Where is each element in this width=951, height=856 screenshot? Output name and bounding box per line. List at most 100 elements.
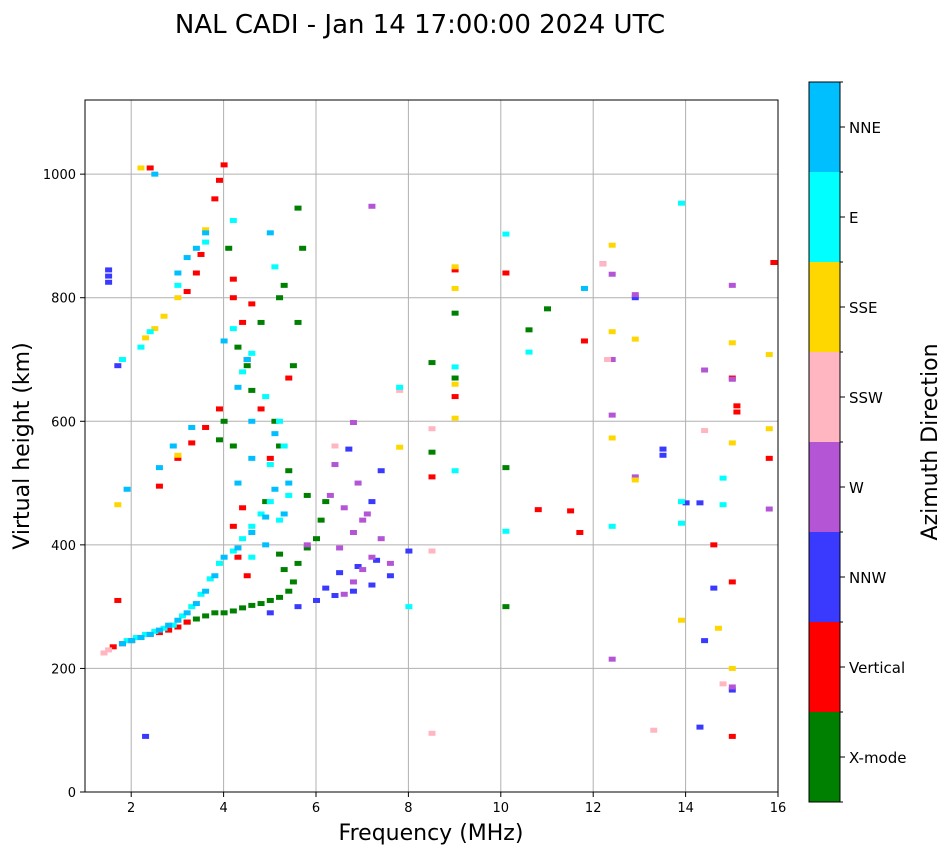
- data-point: [331, 443, 339, 449]
- data-point: [239, 605, 247, 611]
- data-point: [160, 313, 168, 319]
- data-point: [331, 462, 339, 468]
- data-point: [451, 285, 459, 291]
- data-point: [340, 505, 348, 511]
- data-point: [608, 271, 616, 277]
- data-point: [377, 468, 385, 474]
- data-point: [336, 545, 344, 551]
- y-tick-label: 600: [51, 415, 76, 430]
- data-point: [248, 418, 256, 424]
- data-point: [677, 499, 685, 505]
- data-point: [105, 267, 113, 273]
- data-point: [169, 622, 177, 628]
- data-point: [576, 530, 584, 535]
- data-point: [174, 455, 182, 461]
- series-x-mode: [183, 205, 551, 625]
- data-point: [234, 545, 242, 551]
- data-point: [234, 344, 242, 350]
- data-point: [271, 431, 279, 437]
- data-point: [229, 608, 237, 614]
- data-point: [202, 613, 210, 619]
- data-point: [631, 474, 639, 480]
- data-point: [451, 394, 459, 400]
- data-point: [294, 205, 302, 211]
- data-point: [155, 465, 163, 471]
- data-point: [229, 443, 237, 449]
- data-point: [608, 656, 616, 662]
- data-point: [137, 165, 145, 171]
- data-point: [303, 545, 311, 551]
- data-point: [368, 203, 376, 209]
- data-point: [248, 530, 256, 535]
- data-point: [428, 449, 436, 455]
- data-point: [183, 610, 191, 616]
- data-point: [303, 492, 311, 498]
- data-point: [248, 387, 256, 393]
- data-point: [294, 604, 302, 610]
- data-point: [765, 506, 773, 512]
- colorbar-label: NNW: [849, 569, 886, 587]
- data-point: [202, 588, 210, 594]
- data-point: [229, 217, 237, 223]
- colorbar-segment: [809, 262, 840, 352]
- data-point: [114, 502, 122, 508]
- data-point: [710, 585, 718, 591]
- x-tick-label: 8: [404, 801, 412, 816]
- data-point: [174, 452, 182, 458]
- data-point: [132, 635, 140, 641]
- data-point: [192, 601, 200, 607]
- data-point: [257, 319, 265, 325]
- colorbar-segment: [809, 532, 840, 622]
- data-point: [146, 631, 154, 637]
- data-point: [349, 579, 357, 585]
- x-axis-ticks: 2 4 6 8 10 12 14 16: [127, 792, 786, 816]
- data-point: [733, 403, 741, 409]
- data-point: [229, 523, 237, 529]
- data-point: [220, 554, 228, 560]
- data-point: [220, 162, 228, 168]
- data-point: [701, 638, 709, 644]
- data-point: [405, 604, 413, 610]
- data-point: [608, 412, 616, 418]
- data-point: [123, 638, 131, 644]
- data-point: [525, 327, 533, 333]
- data-point: [428, 426, 436, 432]
- data-point: [599, 261, 607, 267]
- y-tick-label: 200: [51, 662, 76, 677]
- data-point: [326, 492, 334, 498]
- series-sse: [114, 165, 773, 671]
- data-point: [276, 551, 284, 557]
- data-point: [728, 340, 736, 346]
- data-point: [280, 567, 288, 573]
- data-point: [174, 295, 182, 301]
- data-point: [765, 455, 773, 461]
- colorbar-label: SSE: [849, 299, 878, 317]
- data-point: [114, 363, 122, 369]
- data-point: [165, 627, 173, 633]
- data-point: [650, 727, 658, 733]
- data-point: [322, 499, 330, 505]
- colorbar-label: X-mode: [849, 749, 906, 767]
- data-point: [215, 177, 223, 183]
- data-point: [345, 446, 353, 452]
- data-point: [280, 282, 288, 288]
- data-point: [682, 500, 690, 506]
- colorbar-segment: [809, 352, 840, 442]
- series-w: [303, 203, 773, 690]
- x-tick-label: 4: [219, 801, 227, 816]
- data-point: [451, 468, 459, 474]
- data-point: [368, 582, 376, 588]
- data-point: [188, 440, 196, 446]
- data-point: [428, 730, 436, 736]
- data-point: [377, 536, 385, 542]
- x-tick-label: 12: [585, 801, 602, 816]
- data-point: [349, 530, 357, 535]
- data-point: [765, 426, 773, 432]
- data-point: [109, 644, 117, 650]
- data-point: [192, 245, 200, 251]
- data-point: [728, 665, 736, 671]
- data-point: [262, 514, 270, 520]
- y-tick-label: 0: [68, 786, 76, 801]
- data-point: [100, 650, 108, 656]
- data-point: [354, 480, 362, 486]
